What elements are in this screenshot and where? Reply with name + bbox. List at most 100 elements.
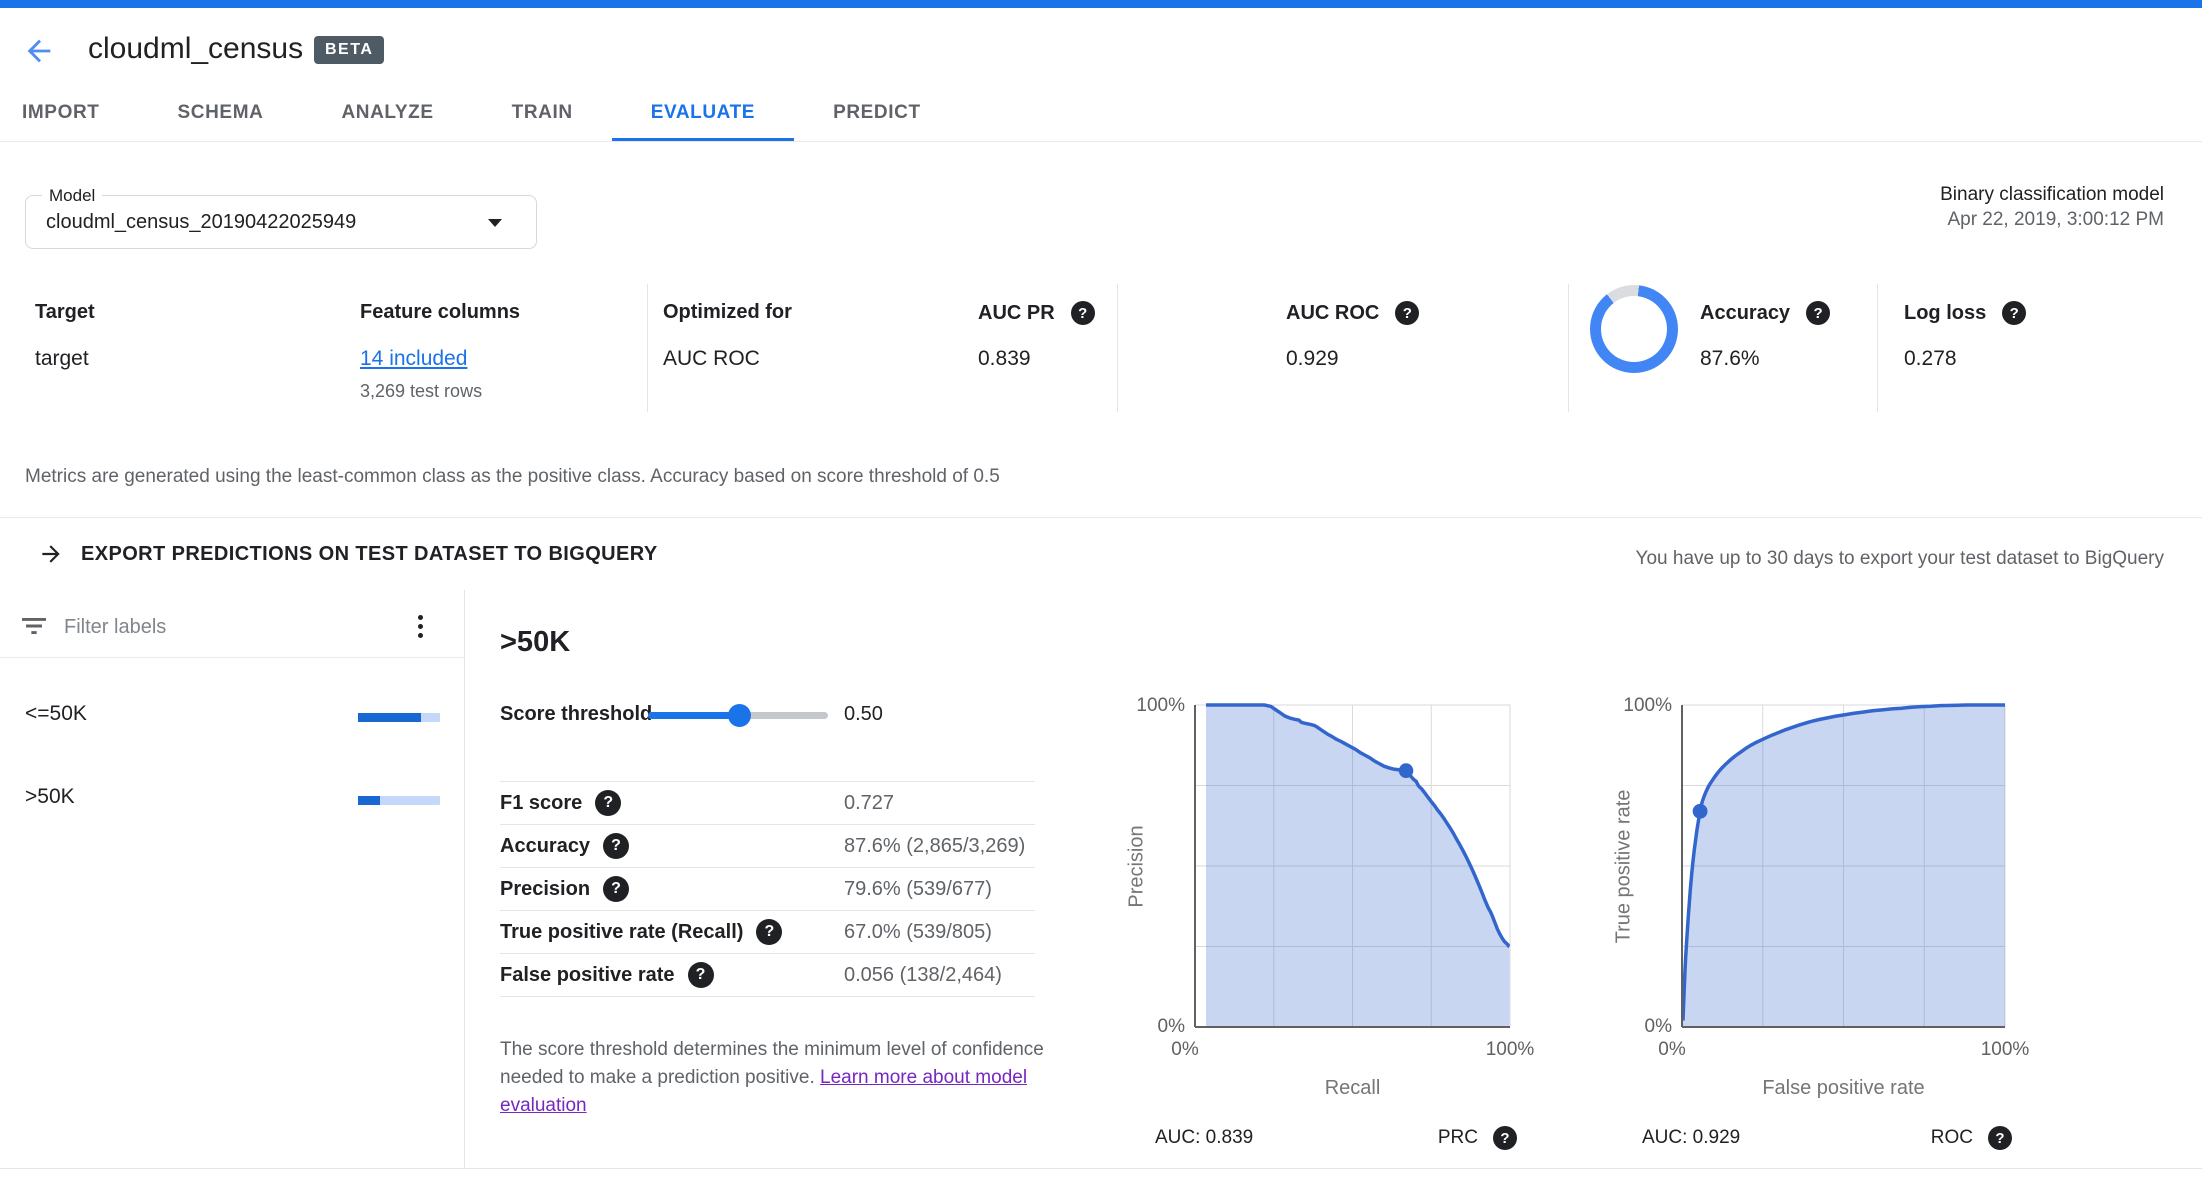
metrics-table: F1 score? 0.727 Accuracy? 87.6% (2,865/3,26… <box>500 781 1035 997</box>
label-item-text[interactable]: <=50K <box>25 702 87 725</box>
back-arrow-icon[interactable] <box>22 34 56 68</box>
auc-roc-value: 0.929 <box>1286 347 1339 370</box>
tab-import[interactable]: IMPORT <box>22 102 100 123</box>
x-axis-tick-max: 100% <box>1485 1039 1535 1060</box>
divider <box>1877 284 1878 412</box>
help-icon[interactable]: ? <box>1493 1126 1517 1150</box>
metric-label: F1 score <box>500 791 583 814</box>
auc-pr-value: 0.839 <box>978 347 1031 370</box>
metrics-note: Metrics are generated using the least-co… <box>25 466 1000 487</box>
y-axis-tick-min: 0% <box>1157 1016 1185 1037</box>
metric-label: False positive rate <box>500 963 675 986</box>
metric-row: Precision? 79.6% (539/677) <box>500 867 1035 910</box>
chart-type-label: PRC <box>1437 1127 1478 1148</box>
metric-row: False positive rate? 0.056 (138/2,464) <box>500 953 1035 997</box>
help-icon[interactable]: ? <box>2002 301 2027 325</box>
log-loss-label: Log loss <box>1904 301 1987 324</box>
threshold-point <box>1692 803 1708 819</box>
x-axis-tick-max: 100% <box>1980 1039 2030 1060</box>
model-select-label: Model <box>42 186 103 206</box>
beta-badge: BETA <box>314 36 385 64</box>
divider <box>0 517 2202 518</box>
selected-label-heading: >50K <box>500 626 571 658</box>
y-axis-tick-max: 100% <box>1623 695 1672 716</box>
x-axis-title: Recall <box>1324 1077 1381 1099</box>
chart-type-label: ROC <box>1930 1127 1973 1148</box>
help-icon[interactable]: ? <box>1806 301 1831 325</box>
prc-plot-area <box>1195 705 1510 1027</box>
arrow-forward-icon <box>42 545 60 563</box>
target-label: Target <box>35 301 95 323</box>
accuracy-label: Accuracy <box>1700 301 1791 324</box>
accuracy-value: 87.6% <box>1700 347 1760 370</box>
metric-row: F1 score? 0.727 <box>500 781 1035 824</box>
x-axis-title: False positive rate <box>1762 1077 1925 1099</box>
slider-thumb[interactable] <box>728 704 751 727</box>
accuracy-donut-chart <box>1590 285 1678 373</box>
auc-value: AUC: 0.929 <box>1642 1127 1741 1148</box>
roc-footer: AUC: 0.929 ROC? <box>1642 1125 2012 1151</box>
model-select[interactable]: Model cloudml_census_20190422025949 <box>25 186 537 249</box>
test-rows-count: 3,269 test rows <box>360 381 483 401</box>
help-icon[interactable]: ? <box>1070 301 1095 325</box>
help-icon[interactable]: ? <box>603 876 630 902</box>
help-icon[interactable]: ? <box>603 833 630 859</box>
model-type: Binary classification model <box>1940 184 2164 205</box>
metric-value: 87.6% (2,865/3,269) <box>844 834 1026 857</box>
tab-bar: IMPORT SCHEMA ANALYZE TRAIN EVALUATE PREDICT <box>0 88 2202 142</box>
help-icon[interactable]: ? <box>1988 1126 2012 1150</box>
help-icon[interactable]: ? <box>687 962 714 988</box>
export-predictions-label: EXPORT PREDICTIONS ON TEST DATASET TO BI… <box>81 542 658 565</box>
metric-value: 0.727 <box>844 791 895 814</box>
divider <box>1568 284 1569 412</box>
y-axis-title: True positive rate <box>1612 789 1635 944</box>
threshold-description: The score threshold determines the minim… <box>500 1036 1048 1120</box>
chevron-down-icon <box>488 219 502 227</box>
divider <box>647 284 648 412</box>
score-threshold-value: 0.50 <box>844 703 883 725</box>
auc-roc-label: AUC ROC <box>1286 301 1380 324</box>
prc-footer: AUC: 0.839 PRC? <box>1155 1125 1517 1151</box>
y-axis-tick-min: 0% <box>1644 1016 1672 1037</box>
learn-more-link[interactable]: Learn more about model evaluation <box>500 1067 1028 1116</box>
help-icon[interactable]: ? <box>595 790 622 816</box>
label-distribution-bar <box>358 796 440 805</box>
divider <box>1117 284 1118 412</box>
optimized-for-label: Optimized for <box>663 301 792 323</box>
metric-value: 79.6% (539/677) <box>844 877 992 900</box>
model-select-value: cloudml_census_20190422025949 <box>46 211 357 233</box>
more-options-icon[interactable] <box>406 610 434 642</box>
filter-labels-input[interactable]: Filter labels <box>64 616 167 638</box>
top-accent-bar <box>0 0 2202 8</box>
threshold-description-text: The score threshold determines the minim… <box>500 1039 1044 1088</box>
metric-row: True positive rate (Recall)? 67.0% (539/8… <box>500 910 1035 953</box>
label-item-text[interactable]: >50K <box>25 785 75 808</box>
feature-columns-link[interactable]: 14 included <box>360 347 468 370</box>
help-icon[interactable]: ? <box>756 919 783 945</box>
metric-label: Precision <box>500 877 591 900</box>
x-axis-tick-min: 0% <box>1658 1039 1686 1060</box>
export-info-text: You have up to 30 days to export your te… <box>1635 548 2164 569</box>
log-loss-value: 0.278 <box>1904 347 1957 370</box>
optimized-for-value: AUC ROC <box>663 347 760 370</box>
threshold-point <box>1398 763 1414 779</box>
tab-analyze[interactable]: ANALYZE <box>341 102 434 123</box>
filter-icon <box>18 610 50 642</box>
metric-label: Accuracy <box>500 834 591 857</box>
divider <box>464 590 465 1168</box>
divider <box>0 1168 2202 1169</box>
tab-train[interactable]: TRAIN <box>511 102 573 123</box>
auc-value: AUC: 0.839 <box>1155 1127 1254 1148</box>
model-created-date: Apr 22, 2019, 3:00:12 PM <box>1947 209 2164 230</box>
auc-pr-label: AUC PR <box>978 301 1055 324</box>
tab-predict[interactable]: PREDICT <box>833 102 921 123</box>
x-axis-tick-min: 0% <box>1171 1039 1199 1060</box>
help-icon[interactable]: ? <box>1395 301 1420 325</box>
evaluation-summary: Target target Feature columns 14 include… <box>0 281 2202 414</box>
score-threshold-label: Score threshold <box>500 703 653 725</box>
tab-schema[interactable]: SCHEMA <box>177 102 264 123</box>
y-axis-title: Precision <box>1125 825 1148 908</box>
tab-evaluate[interactable]: EVALUATE <box>611 88 795 141</box>
export-predictions-button[interactable]: EXPORT PREDICTIONS ON TEST DATASET TO BI… <box>38 541 658 567</box>
label-distribution-bar <box>358 713 440 722</box>
